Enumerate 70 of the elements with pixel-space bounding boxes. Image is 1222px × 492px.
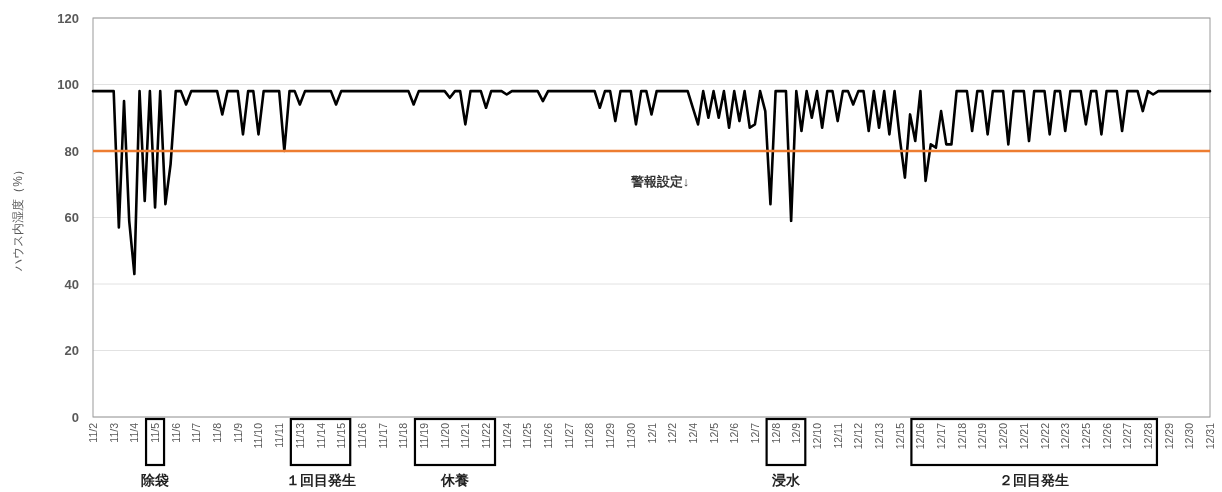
x-tick-label: 11/25 [521, 422, 534, 449]
x-tick-label: 11/22 [480, 422, 493, 449]
x-tick-label: 12/27 [1121, 422, 1134, 450]
x-tick-label: 11/10 [252, 422, 265, 449]
x-tick-label: 12/10 [810, 422, 823, 450]
x-tick-label: 11/16 [355, 422, 368, 449]
x-tick-label: 12/7 [748, 422, 761, 444]
x-tick-label: 11/21 [459, 422, 472, 449]
x-tick-label: 12/29 [1162, 422, 1175, 450]
y-tick-label: 20 [64, 343, 79, 359]
x-tick-label: 12/4 [686, 422, 699, 444]
text: 浸水 [770, 472, 801, 488]
x-tick-label: 11/17 [376, 422, 389, 449]
y-tick-label: 120 [57, 10, 79, 26]
x-tick-label: 12/30 [1183, 422, 1196, 450]
x-tick-label: 11/4 [128, 422, 141, 443]
x-tick-label: 12/11 [831, 422, 844, 449]
x-tick-label: 12/15 [893, 422, 906, 450]
x-tick-label: 11/27 [562, 422, 575, 449]
x-tick-label: 12/31 [1204, 422, 1216, 450]
x-tick-label: 11/2 [87, 422, 99, 443]
text: 休養 [439, 472, 469, 488]
x-tick-label: 12/17 [935, 422, 948, 450]
x-tick-label: 12/18 [955, 422, 968, 450]
ref-line-label: 警報設定↓ [629, 174, 690, 189]
y-tick-label: 40 [64, 276, 79, 292]
text: ２回目発生 [999, 472, 1070, 488]
x-tick-label: 11/30 [624, 422, 637, 449]
text: 除袋 [141, 472, 170, 488]
x-tick-label: 11/8 [211, 422, 224, 443]
x-tick-label: 12/9 [790, 422, 803, 444]
x-tick-label: 12/5 [707, 422, 720, 444]
x-tick-label: 12/25 [1079, 422, 1092, 450]
x-tick-label: 12/2 [666, 422, 679, 444]
x-tick-label: 12/13 [873, 422, 886, 450]
x-tick-label: 11/13 [293, 422, 306, 449]
x-tick-label: 12/28 [1141, 422, 1154, 450]
x-tick-label: 11/7 [190, 422, 203, 443]
x-tick-label: 11/18 [397, 422, 410, 449]
x-tick-label: 12/20 [997, 422, 1010, 450]
x-tick-label: 11/3 [107, 422, 120, 443]
y-axis-title: ハウス内湿度（%） [11, 164, 25, 272]
x-tick-label: 11/6 [169, 422, 182, 443]
x-tick-label: 11/20 [438, 422, 451, 449]
x-tick-label: 12/1 [645, 422, 658, 444]
y-tick-label: 80 [64, 143, 79, 159]
x-tick-label: 11/24 [500, 422, 513, 449]
x-tick-label: 12/26 [1100, 422, 1113, 450]
x-tick-label: 12/16 [914, 422, 927, 450]
x-tick-label: 11/29 [604, 422, 617, 449]
x-tick-label: 12/22 [1038, 422, 1051, 450]
x-tick-label: 12/12 [852, 422, 865, 450]
x-tick-label: 11/5 [149, 422, 162, 443]
y-tick-label: 60 [64, 210, 79, 226]
x-tick-label: 11/9 [231, 422, 244, 443]
y-tick-label: 0 [71, 409, 79, 425]
text: １回目発生 [285, 472, 356, 488]
x-tick-label: 11/26 [542, 422, 555, 449]
line-series [91, 89, 1212, 276]
y-tick-label: 100 [57, 77, 79, 93]
x-tick-label: 12/6 [728, 422, 741, 444]
x-tick-label: 12/21 [1017, 422, 1030, 450]
x-tick-label: 11/11 [273, 422, 286, 448]
x-tick-label: 11/28 [583, 422, 596, 449]
x-tick-label: 11/19 [417, 422, 430, 449]
x-tick-label: 12/19 [976, 422, 989, 450]
x-tick-label: 12/8 [769, 422, 782, 444]
x-tick-label: 12/23 [1059, 422, 1072, 450]
x-tick-label: 11/15 [335, 422, 348, 449]
x-tick-label: 11/14 [314, 422, 327, 449]
